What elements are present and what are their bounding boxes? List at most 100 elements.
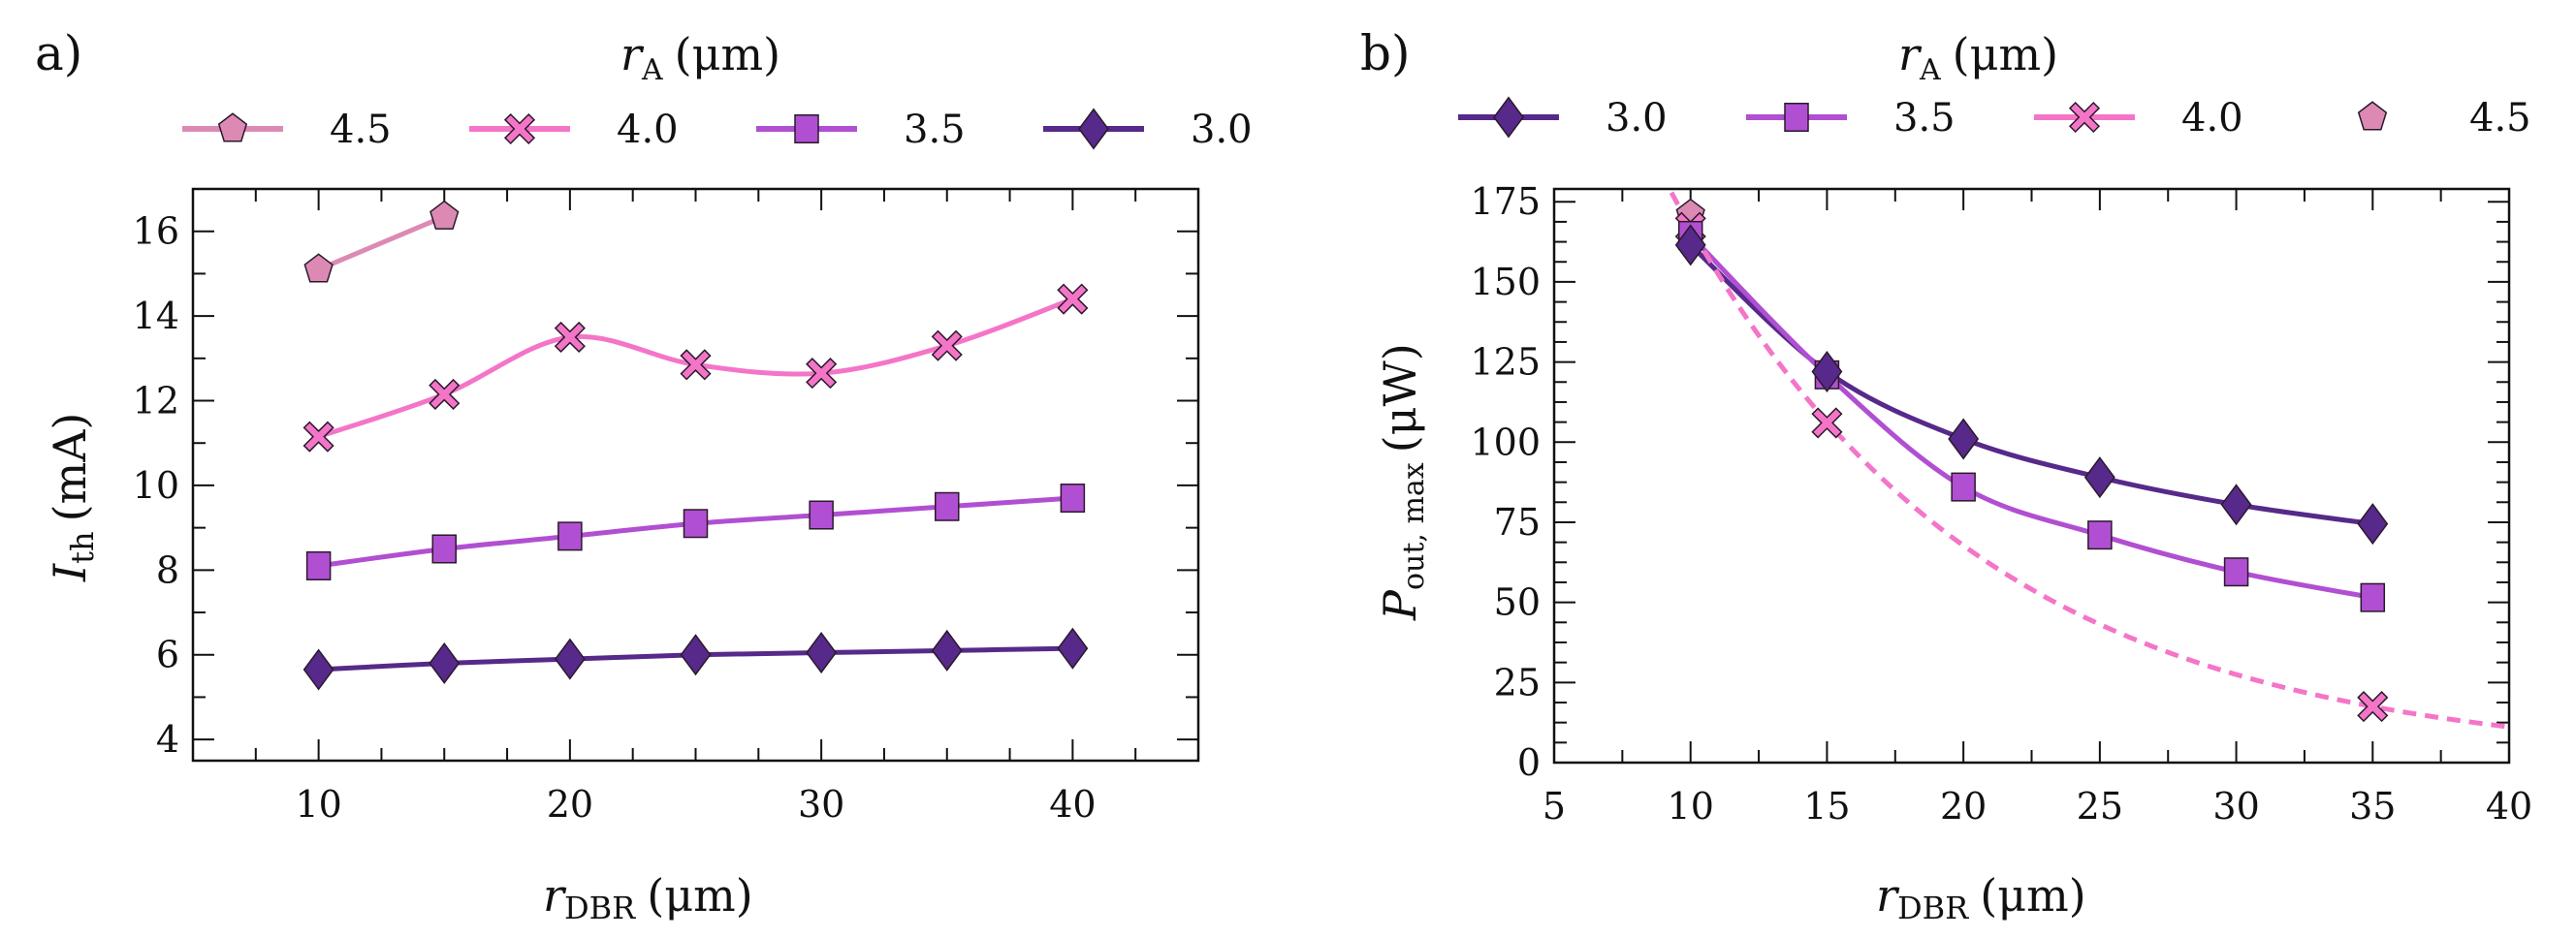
- data-point-4.0: [429, 378, 461, 411]
- data-point-4.0: [2357, 691, 2389, 723]
- y-tick-label: 4: [156, 718, 179, 761]
- data-point-4.5: [303, 253, 334, 283]
- y-axis-label-a: Ith (mA): [44, 413, 101, 582]
- x-tick-label: 5: [1542, 785, 1566, 828]
- data-point-3.0: [2357, 503, 2389, 546]
- b-ylabel-sub: out, max: [1397, 462, 1431, 590]
- data-point-4.0: [554, 321, 586, 354]
- x-tick-label: 10: [295, 783, 341, 826]
- data-point-3.0: [931, 629, 963, 672]
- legend-label: 3.5: [904, 108, 966, 152]
- legend-item-3.5: 3.5: [1746, 96, 1956, 141]
- x-tick-label: 35: [2349, 785, 2396, 828]
- data-point-3.0: [806, 632, 838, 674]
- y-axis-label-b: Pout, max (μW): [1374, 343, 1431, 621]
- data-point-3.5: [2360, 582, 2386, 612]
- data-point-3.5: [2223, 557, 2249, 587]
- data-point-3.0: [2220, 484, 2252, 526]
- x-tick-label: 10: [1668, 785, 1714, 828]
- x-axis-label-b: rDBR (μm): [1876, 869, 2086, 926]
- legend-item-4.5: 4.5: [182, 108, 392, 152]
- y-tick-label: 6: [156, 634, 179, 676]
- y-tick-label: 14: [133, 295, 179, 337]
- y-tick-label: 8: [156, 548, 179, 591]
- legend-marker-square: [794, 114, 819, 143]
- xlabel-sub: DBR: [564, 890, 636, 926]
- data-point-3.5: [935, 491, 960, 521]
- data-point-3.5: [683, 509, 709, 539]
- data-point-3.0: [1948, 418, 1980, 460]
- legend-label: 4.0: [2181, 96, 2243, 141]
- b-ylabel-unit: (μW): [1374, 343, 1426, 453]
- b-ylabel-var: P: [1374, 589, 1426, 621]
- x-tick-label: 30: [798, 783, 844, 826]
- series-4.0-fit-line: [1669, 191, 2507, 730]
- y-tick-label: 0: [1517, 741, 1541, 784]
- legend-marker-pentagon: [217, 112, 248, 142]
- legend-label: 4.5: [2469, 96, 2531, 141]
- legend-item-4.5: 4.5: [2357, 96, 2531, 141]
- y-tick-label: 25: [1494, 661, 1541, 704]
- data-point-4.0: [1057, 283, 1089, 315]
- x-tick-label: 20: [547, 783, 593, 826]
- legend-marker-x: [2068, 101, 2101, 134]
- x-tick-label: 40: [1049, 783, 1096, 826]
- plot-b: 5 10 15 20 25 30 35 40 0 25 50 75 100 125 150 175: [1470, 180, 2532, 828]
- legend-label: 4.5: [330, 108, 392, 152]
- data-point-4.0: [806, 358, 838, 390]
- data-point-4.0: [680, 349, 712, 381]
- data-point-3.0: [1674, 224, 1706, 266]
- x-tick-label: 30: [2212, 785, 2259, 828]
- data-point-4.0: [302, 421, 334, 453]
- data-point-3.5: [305, 550, 332, 580]
- a-ylabel-sub: th: [64, 531, 101, 563]
- y-tick-label: 75: [1494, 501, 1541, 544]
- legend-marker-square: [1784, 103, 1809, 132]
- data-point-3.5: [557, 521, 583, 551]
- y-tick-label: 50: [1494, 581, 1541, 624]
- legend-item-3.0: 3.0: [1458, 96, 1668, 141]
- xlabel-unit: (μm): [1980, 869, 2085, 922]
- data-point-3.5: [809, 500, 834, 530]
- x-tick-label: 40: [2486, 785, 2532, 828]
- data-point-3.0: [1057, 627, 1089, 670]
- data-point-3.0: [680, 634, 712, 676]
- legend-b: 3.0 3.5 4.0 4.5: [1458, 96, 2531, 141]
- data-point-4.5: [429, 200, 460, 230]
- legend-item-4.0: 4.0: [469, 108, 679, 152]
- xlabel-unit: (μm): [647, 869, 752, 922]
- data-point-3.5: [2087, 520, 2113, 550]
- series-3.5-line: [1688, 234, 2373, 601]
- x-axis-label-a: rDBR (μm): [543, 869, 753, 926]
- legend-title-unit: (μm): [1953, 28, 2058, 80]
- legend-item-3.5: 3.5: [756, 108, 966, 152]
- x-tick-label: 15: [1803, 785, 1850, 828]
- legend-marker-x: [503, 112, 536, 145]
- a-ylabel-var: I: [44, 563, 96, 582]
- legend-label: 3.0: [1191, 108, 1253, 152]
- legend-title-unit: (μm): [675, 28, 780, 80]
- legend-a: 4.5 4.0 3.5 3.0: [182, 108, 1253, 152]
- data-point-3.0: [1811, 351, 1843, 393]
- xlabel-sub: DBR: [1897, 890, 1969, 926]
- data-point-3.0: [2083, 456, 2115, 499]
- y-tick-label: 10: [133, 464, 179, 507]
- legend-label: 3.0: [1606, 96, 1668, 141]
- panel-b-label: b): [1360, 25, 1411, 81]
- legend-item-4.0: 4.0: [2034, 96, 2243, 141]
- data-point-3.0: [429, 641, 461, 684]
- data-point-3.0: [302, 648, 334, 691]
- y-tick-label: 150: [1470, 261, 1541, 303]
- legend-title-b: rA (μm): [1898, 28, 2058, 87]
- plot-a: 10 20 30 40 4 6 8 10 12 14 16: [133, 187, 1200, 826]
- series-4.5-line: [317, 214, 446, 272]
- y-tick-label: 12: [133, 380, 179, 422]
- a-ylabel-unit: (mA): [44, 413, 96, 522]
- legend-title-var: r: [1898, 28, 1923, 80]
- legend-title-sub: A: [641, 53, 663, 87]
- legend-marker-diamond: [1078, 108, 1109, 150]
- y-tick-label: 16: [133, 210, 179, 253]
- plot-frame: [1552, 187, 2511, 765]
- data-point-3.0: [554, 638, 586, 680]
